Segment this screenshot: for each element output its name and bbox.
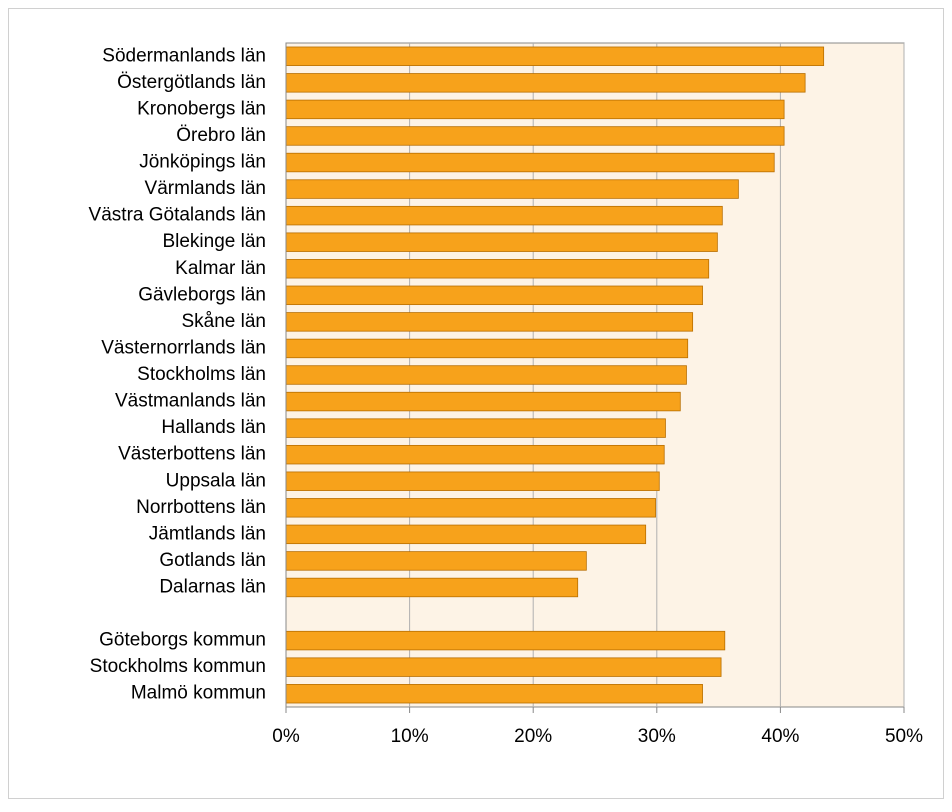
bar	[285, 232, 718, 252]
bar	[285, 46, 825, 66]
x-tick-label: 30%	[638, 726, 676, 747]
bar	[285, 99, 785, 120]
y-tick-label: Uppsala län	[166, 470, 266, 491]
bar	[285, 312, 694, 332]
y-tick-label: Blekinge län	[162, 231, 266, 252]
x-tick-label: 10%	[391, 726, 429, 747]
bar	[285, 179, 739, 199]
bar	[285, 126, 785, 146]
y-tick-label: Hallands län	[161, 417, 266, 438]
x-tick-label: 50%	[885, 726, 923, 747]
bar	[285, 471, 660, 491]
y-tick-label: Jönköpings län	[139, 152, 266, 173]
bar	[285, 684, 703, 704]
bar	[285, 577, 579, 598]
bar	[285, 498, 656, 518]
y-tick-label: Skåne län	[181, 311, 266, 332]
y-tick-label: Västmanlands län	[115, 391, 266, 412]
y-tick-label: Örebro län	[176, 125, 266, 146]
bar	[285, 73, 806, 93]
x-tick-label: 0%	[272, 726, 300, 747]
bar	[285, 524, 647, 545]
y-tick-label: Gävleborgs län	[138, 284, 266, 305]
y-tick-label: Göteborgs kommun	[99, 630, 266, 651]
bar	[285, 444, 665, 465]
bar	[285, 551, 587, 571]
bar	[285, 391, 681, 412]
y-tick-label: Västerbottens län	[118, 444, 266, 465]
y-tick-label: Värmlands län	[145, 178, 266, 199]
y-tick-label: Västra Götalands län	[89, 205, 266, 226]
bar	[285, 152, 775, 173]
bar	[285, 338, 689, 359]
bar	[285, 205, 723, 226]
y-tick-label: Västernorrlands län	[101, 337, 266, 358]
y-tick-label: Södermanlands län	[102, 45, 266, 66]
y-tick-label: Gotlands län	[159, 550, 266, 571]
y-tick-label: Malmö kommun	[131, 683, 266, 704]
bar	[285, 657, 722, 677]
bar	[285, 365, 687, 385]
y-tick-label: Dalarnas län	[159, 576, 266, 597]
x-tick-label: 40%	[761, 726, 799, 747]
y-tick-label: Kalmar län	[175, 258, 266, 279]
y-tick-label: Stockholms län	[137, 364, 266, 385]
y-tick-label: Jämtlands län	[149, 523, 266, 544]
bar	[285, 418, 666, 438]
y-tick-label: Kronobergs län	[137, 98, 266, 119]
y-tick-label: Östergötlands län	[117, 72, 266, 93]
bar	[285, 630, 726, 651]
x-tick-label: 20%	[514, 726, 552, 747]
bar	[285, 285, 703, 306]
bar	[285, 259, 710, 279]
y-tick-label: Stockholms kommun	[90, 656, 266, 677]
y-tick-label: Norrbottens län	[136, 497, 266, 518]
